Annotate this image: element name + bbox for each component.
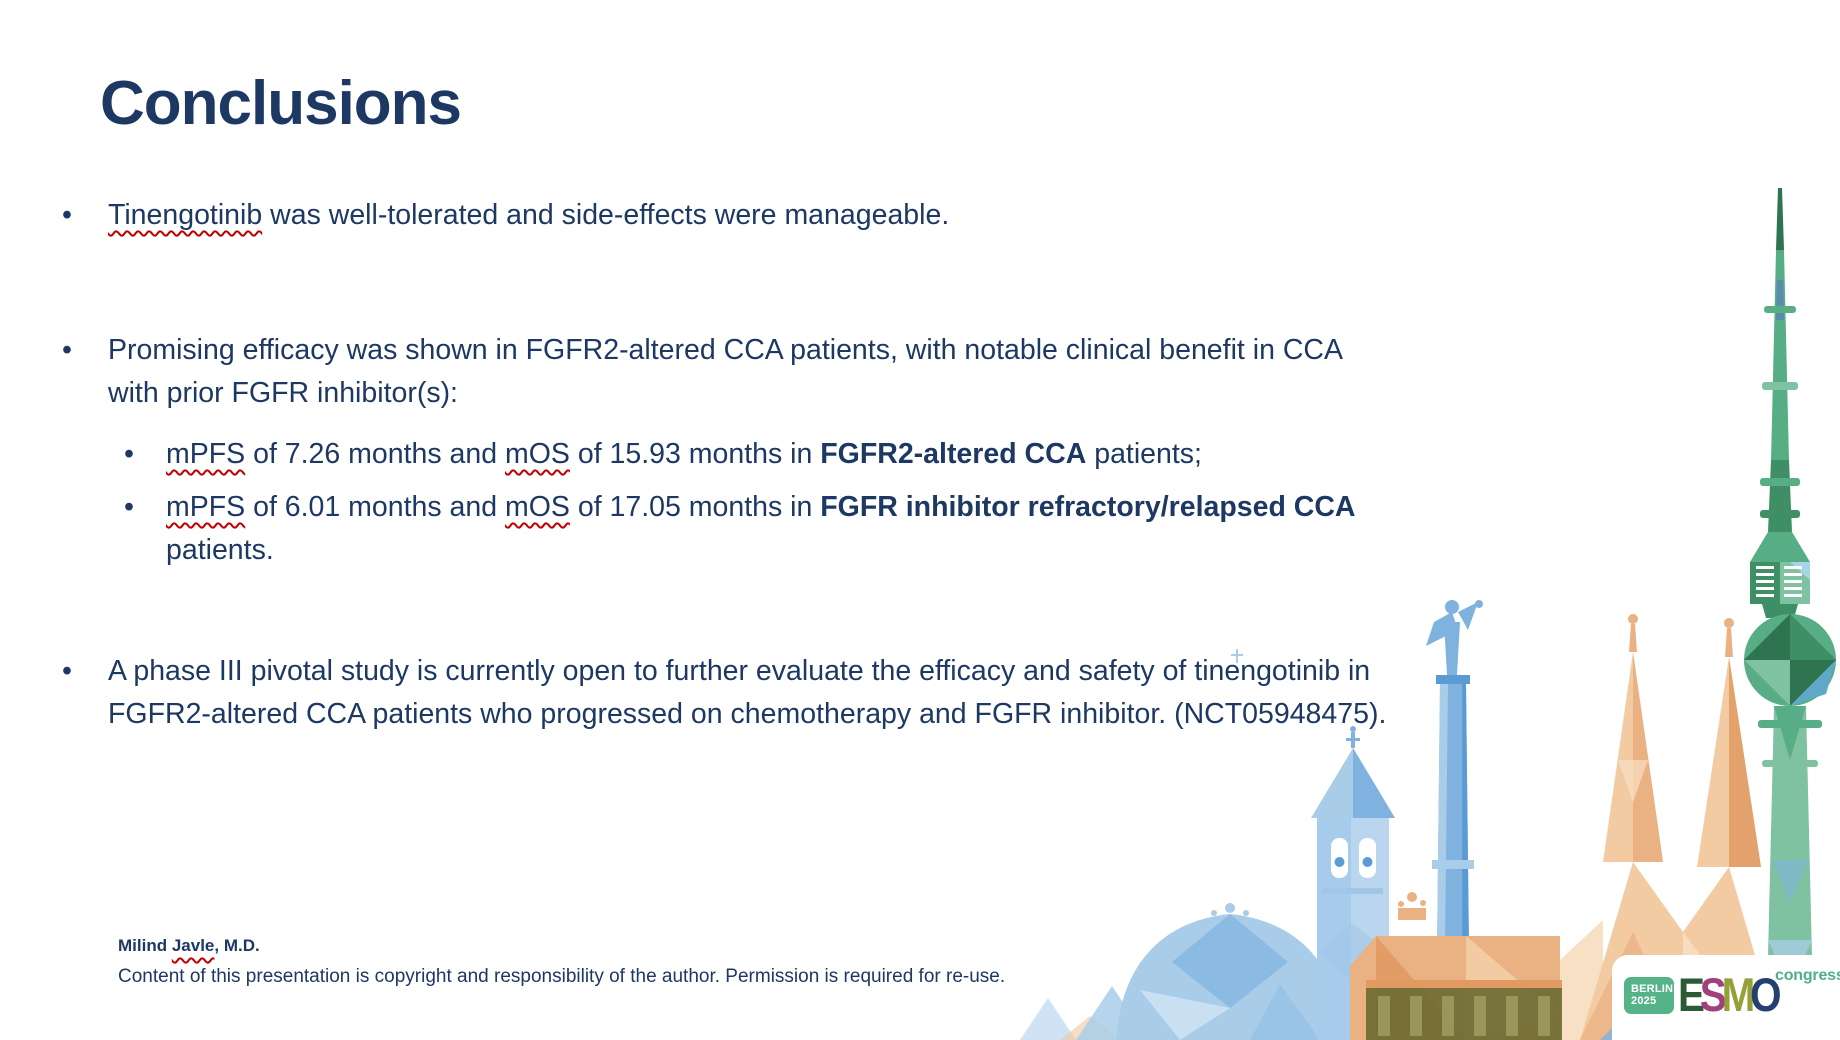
bullet-item: • A phase III pivotal study is currently … xyxy=(58,650,1518,736)
dome-building xyxy=(1116,903,1344,1040)
bullet-list: • Tinengotinib was well-tolerated and sid… xyxy=(58,194,1518,736)
text-segment: Promising efficacy was shown in FGFR2-al… xyxy=(108,334,1344,366)
text-segment: of 7.26 months and xyxy=(245,438,506,470)
text-segment: mOS xyxy=(505,438,570,470)
bullet-item: • Tinengotinib was well-tolerated and sid… xyxy=(58,194,1518,237)
sub-bullet-item: • mPFS of 7.26 months and mOS of 15.93 mo… xyxy=(120,433,1518,476)
text-segment: with prior FGFR inhibitor(s): xyxy=(108,377,458,409)
text-segment: of 17.05 months in xyxy=(569,491,821,523)
palace-building xyxy=(1350,892,1562,1040)
text-segment: FGFR2-altered CCA patients who progresse… xyxy=(108,698,1387,730)
esmo-letter: E xyxy=(1678,968,1705,1021)
bullet-marker: • xyxy=(62,199,72,231)
bullet-item: • Promising efficacy was shown in FGFR2-a… xyxy=(58,329,1518,415)
berlin-label: BERLIN xyxy=(1631,983,1674,995)
esmo-letter: M xyxy=(1721,968,1756,1021)
bullet-marker: • xyxy=(124,438,134,470)
bullet-text: Tinengotinib was well-tolerated and side… xyxy=(108,194,1518,237)
esmo-letter: S xyxy=(1699,968,1727,1021)
text-segment: Tinengotinib xyxy=(108,199,263,231)
esmo-logo: BERLIN 2025 ESMO congress xyxy=(1612,955,1840,1040)
text-segment: Javle xyxy=(171,936,215,955)
bullet-text: mPFS of 6.01 months and mOS of 17.05 mon… xyxy=(166,486,1518,572)
bullet-marker: • xyxy=(62,655,72,687)
esmo-letter: O xyxy=(1750,968,1781,1021)
text-segment: of 15.93 months in xyxy=(569,438,821,470)
bullet-text: Promising efficacy was shown in FGFR2-al… xyxy=(108,329,1518,415)
text-segment: mPFS xyxy=(166,438,246,470)
berlin-2025-badge: BERLIN 2025 xyxy=(1624,977,1674,1014)
tv-tower xyxy=(1744,188,1836,1040)
copyright-text: Content of this presentation is copyrigh… xyxy=(118,966,1006,987)
text-segment: Milind xyxy=(118,936,172,955)
bullet-marker: • xyxy=(62,334,72,366)
text-segment: , M.D. xyxy=(214,936,260,955)
text-segment: mPFS xyxy=(166,491,246,523)
congress-label: congress xyxy=(1775,967,1840,984)
slide-title: Conclusions xyxy=(100,69,462,138)
bullet-marker: • xyxy=(124,491,134,523)
text-segment: patients; xyxy=(1086,438,1202,470)
bullet-text: mPFS of 7.26 months and mOS of 15.93 mon… xyxy=(166,433,1518,476)
author-name: Milind Javle, M.D. xyxy=(118,936,260,956)
esmo-wordmark: ESMO xyxy=(1678,967,1782,1022)
text-segment: patients. xyxy=(166,534,274,566)
text-segment: was well-tolerated and side-effects were… xyxy=(262,199,950,231)
bullet-text: A phase III pivotal study is currently o… xyxy=(108,650,1518,736)
text-segment: of 6.01 months and xyxy=(245,491,506,523)
sub-bullet-item: • mPFS of 6.01 months and mOS of 17.05 mo… xyxy=(120,486,1518,572)
text-segment: mOS xyxy=(505,491,570,523)
sub-bullet-list: • mPFS of 7.26 months and mOS of 15.93 mo… xyxy=(120,433,1518,572)
text-segment: A phase III pivotal study is currently o… xyxy=(108,655,1371,687)
text-segment: FGFR2-altered CCA xyxy=(820,438,1087,470)
year-label: 2025 xyxy=(1631,995,1657,1007)
text-segment: FGFR inhibitor refractory/relapsed CCA xyxy=(820,491,1356,523)
